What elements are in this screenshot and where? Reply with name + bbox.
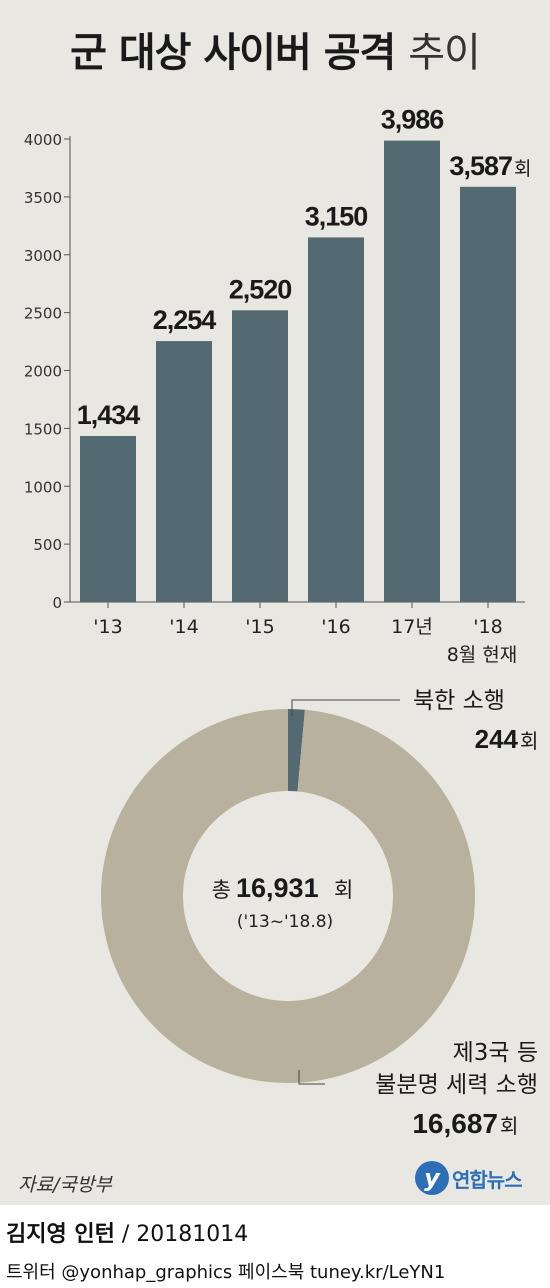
- pie-value-label: 16,687: [412, 1108, 498, 1139]
- bar: [232, 310, 288, 602]
- credit-name: 김지영 인턴: [6, 1222, 115, 1247]
- pie-value-label: 244: [475, 724, 519, 754]
- bar-value-label: 2,520: [229, 274, 292, 304]
- pie-slice-other: [100, 709, 475, 1083]
- y-tick-label: 4000: [24, 131, 62, 149]
- bar: [460, 186, 516, 602]
- credit-date: / 20181014: [121, 1222, 249, 1247]
- bar-value-label: 2,254: [153, 305, 217, 335]
- pie-label-line2: 불분명 세력 소행: [375, 1072, 538, 1098]
- pie-value-unit: 회: [520, 729, 538, 753]
- bar-value-label: 3,150: [305, 201, 368, 231]
- bar: [308, 237, 364, 602]
- bar-value-label: 3,986: [381, 105, 445, 135]
- y-tick-label: 500: [33, 536, 62, 554]
- bar-value-unit: 회: [514, 158, 531, 180]
- pie-leader-line: [298, 1070, 325, 1085]
- source-label: 자료/국방부: [18, 1174, 112, 1196]
- x-tick-label: '15: [245, 616, 274, 638]
- x-tick-label: '14: [169, 616, 198, 638]
- x-tick-label: '13: [93, 616, 122, 638]
- y-tick-label: 3500: [24, 189, 62, 207]
- bar: [384, 140, 440, 603]
- pie-leader-line: [291, 699, 400, 716]
- pie-label-line1: 제3국 등: [453, 1040, 538, 1066]
- yonhap-logo-text: 연합뉴스: [452, 1167, 523, 1192]
- pie-slice-north-korea: [288, 709, 305, 792]
- chart-title: 군 대상 사이버 공격 추이: [0, 20, 550, 78]
- y-tick-label: 2500: [24, 305, 62, 323]
- yonhap-logo-icon: y: [415, 1161, 449, 1195]
- chart-title-bold: 군 대상 사이버 공격: [70, 30, 396, 76]
- pie-center-period: ('13~'18.8): [237, 912, 333, 932]
- pie-label: 북한 소행: [413, 688, 505, 714]
- y-tick-label: 1500: [24, 420, 62, 438]
- pie-value-unit: 회: [500, 1114, 518, 1138]
- pie-center-unit: 회: [334, 878, 353, 902]
- y-tick-label: 3000: [24, 247, 62, 265]
- x-tick-label: 17년: [391, 616, 433, 638]
- x-tick-label: '16: [321, 616, 350, 638]
- bar-value-label: 1,434: [77, 400, 141, 430]
- x-tick-label: '18: [473, 616, 502, 638]
- bar: [156, 341, 212, 602]
- bar-value-label: 3,587: [449, 151, 512, 181]
- y-tick-label: 2000: [24, 363, 62, 381]
- bar: [80, 436, 136, 602]
- y-tick-label: 1000: [24, 478, 62, 496]
- social-line: 트위터 @yonhap_graphics 페이스북 tuney.kr/LeYN1: [6, 1262, 446, 1283]
- credit-line: 김지영 인턴 / 20181014: [6, 1216, 248, 1248]
- chart-canvas: 0 500 1000 1500 2000 2500 3000 3500 4000 1,434 '13…: [24, 105, 539, 1139]
- yonhap-logo: y 연합뉴스: [415, 1158, 523, 1198]
- chart-title-light: 추이: [408, 30, 481, 76]
- pie-center-prefix: 총: [212, 878, 231, 902]
- x-category-note: 8월 현재: [447, 644, 518, 666]
- y-tick-label: 0: [52, 594, 62, 612]
- pie-center-value: 16,931: [236, 873, 319, 903]
